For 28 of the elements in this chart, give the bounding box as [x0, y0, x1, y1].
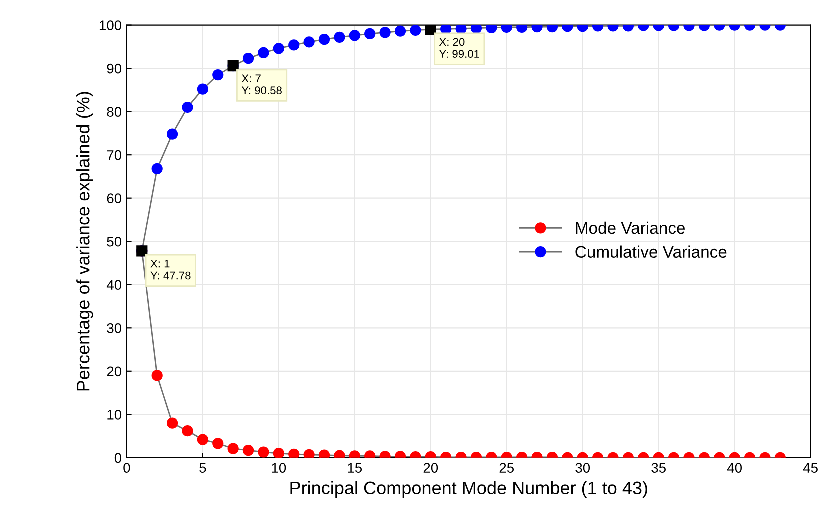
y-tick-label: 20 [107, 366, 122, 377]
x-tick-label: 10 [272, 463, 286, 473]
y-tick-label: 70 [107, 150, 122, 160]
x-tick-label: 40 [727, 463, 742, 473]
y-tick-label: 90 [107, 64, 122, 74]
y-tick-label: 0 [114, 453, 122, 464]
y-tick-label: 50 [107, 236, 122, 247]
x-tick-label: 30 [576, 463, 590, 473]
x-tick-label: 0 [124, 463, 130, 473]
x-axis-title: Principal Component Mode Number (1 to 43) [290, 481, 648, 498]
annotation: X: 20 Y: 99.01 [439, 38, 480, 58]
legend-label: Mode Variance [576, 222, 686, 234]
y-tick-label: 80 [107, 107, 122, 117]
y-tick-label: 40 [106, 280, 122, 290]
y-tick-label: 10 [108, 410, 122, 420]
x-tick-label: 5 [200, 463, 206, 473]
x-tick-label: 25 [500, 463, 514, 473]
y-axis-title: Percentage of variance explained (%) [76, 92, 94, 391]
y-tick-label: 60 [107, 194, 122, 204]
y-tick-label: 30 [107, 323, 122, 334]
annotation: X: 1 Y: 47.78 [150, 260, 191, 280]
legend-label: Cumulative Variance [576, 246, 727, 258]
annotation: X: 7 Y: 90.58 [242, 74, 282, 95]
y-tick-label: 100 [100, 20, 122, 30]
x-tick-label: 15 [348, 463, 362, 473]
x-tick-label: 35 [652, 463, 666, 473]
x-tick-label: 20 [424, 463, 438, 473]
x-tick-label: 45 [803, 463, 818, 473]
